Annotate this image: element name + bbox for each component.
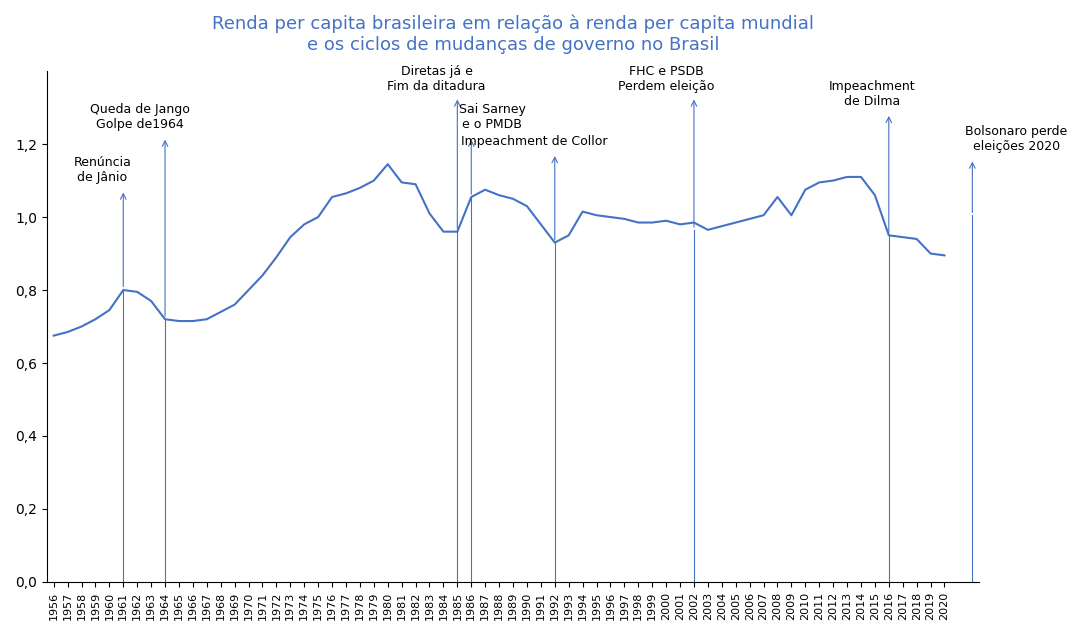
Text: FHC e PSDB
Perdem eleição: FHC e PSDB Perdem eleição: [618, 65, 714, 93]
Text: Impeachment de Collor: Impeachment de Collor: [461, 135, 607, 148]
Text: Sai Sarney
e o PMDB: Sai Sarney e o PMDB: [459, 104, 526, 131]
Text: Renúncia
de Jânio: Renúncia de Jânio: [74, 156, 131, 184]
Text: Bolsonaro perde
eleições 2020: Bolsonaro perde eleições 2020: [966, 125, 1068, 153]
Text: Queda de Jango
Golpe de1964: Queda de Jango Golpe de1964: [90, 104, 190, 131]
Title: Renda per capita brasileira em relação à renda per capita mundial
e os ciclos de: Renda per capita brasileira em relação à…: [212, 15, 814, 55]
Text: Impeachment
de Dilma: Impeachment de Dilma: [829, 79, 915, 107]
Text: Diretas já e
Fim da ditadura: Diretas já e Fim da ditadura: [387, 65, 486, 93]
